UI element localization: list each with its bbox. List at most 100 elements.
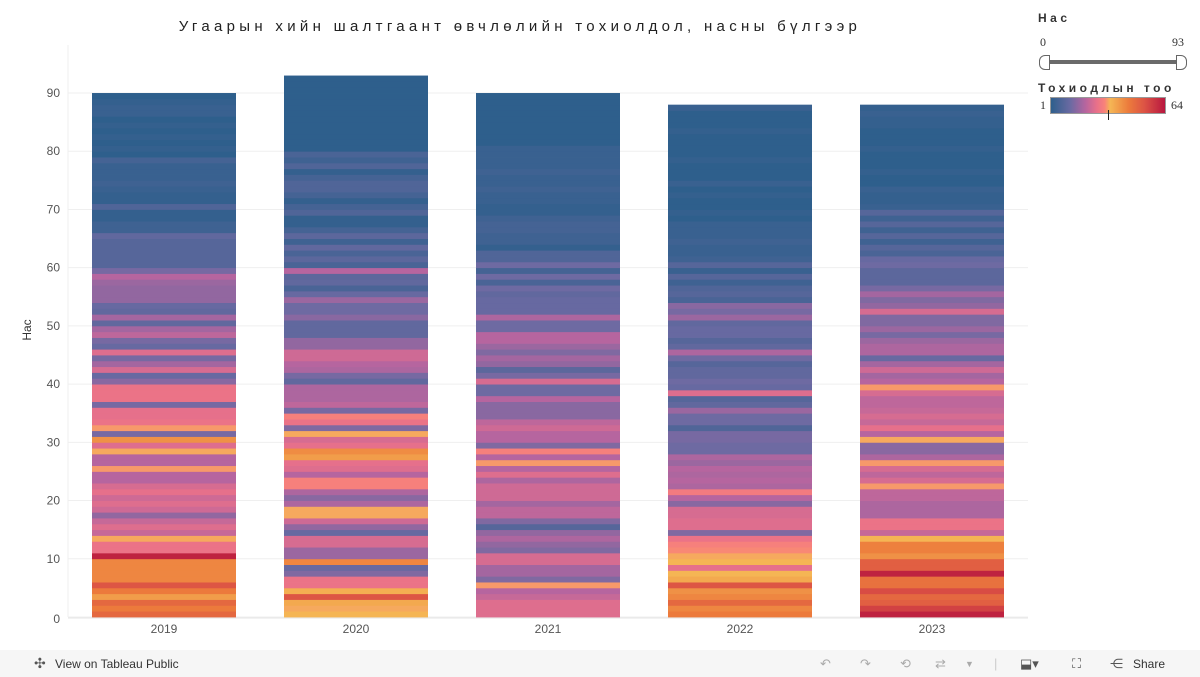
bar-segment-age-50[interactable]: 2023 / 50: 14: [860, 320, 1004, 327]
bar-segment-age-85[interactable]: 2021 / 85: 1: [476, 116, 620, 123]
bar-segment-age-69[interactable]: 2019 / 69: 2: [92, 209, 236, 216]
bar-segment-age-25[interactable]: 2019 / 25: 32: [92, 465, 236, 472]
bar-segment-age-56[interactable]: 2021 / 56: 12: [476, 285, 620, 292]
bar-segment-age-27[interactable]: 2022 / 27: 19: [668, 453, 812, 461]
bar-segment-age-75[interactable]: 2023 / 75: 1: [860, 174, 1004, 181]
bar-segment-age-70[interactable]: 2019 / 70: 7: [92, 203, 236, 210]
bar-segment-age-24[interactable]: 2020 / 24: 20: [284, 471, 428, 478]
bar-segment-age-49[interactable]: 2022 / 49: 11: [668, 325, 812, 333]
bar-segment-age-11[interactable]: 2022 / 11: 31: [668, 547, 812, 554]
bar-segment-age-34[interactable]: 2022 / 34: 12: [668, 413, 812, 420]
bar-segment-age-26[interactable]: 2019 / 26: 20: [92, 459, 236, 467]
bar-segment-age-6[interactable]: 2020 / 6: 27: [284, 576, 428, 583]
bar-segment-age-80[interactable]: 2021 / 80: 3: [476, 145, 620, 152]
bar-segment-age-4[interactable]: 2022 / 4: 40: [668, 587, 812, 595]
revert-icon[interactable]: ⟲: [900, 656, 911, 671]
bar-segment-age-61[interactable]: 2019 / 61: 8: [92, 256, 236, 263]
bar-segment-age-40[interactable]: 2020 / 40: 10: [284, 378, 428, 385]
bar-segment-age-58[interactable]: 2021 / 58: 12: [476, 273, 620, 280]
bar-segment-age-25[interactable]: 2023 / 25: 24: [860, 465, 1004, 472]
bar-segment-age-71[interactable]: 2021 / 71: 3: [476, 197, 620, 205]
bar-segment-age-3[interactable]: 2022 / 3: 42: [668, 593, 812, 600]
bar-segment-age-2[interactable]: 2023 / 2: 50: [860, 599, 1004, 606]
bar-segment-age-64[interactable]: 2022 / 64: 4: [668, 238, 812, 245]
bar-segment-age-73[interactable]: 2020 / 73: 7: [284, 186, 428, 193]
bar-segment-age-39[interactable]: 2023 / 39: 32: [860, 384, 1004, 391]
bar-segment-age-37[interactable]: 2019 / 37: 27: [92, 395, 236, 402]
bar-segment-age-87[interactable]: 2022 / 87: 3: [668, 104, 812, 111]
bar-segment-age-44[interactable]: 2020 / 44: 23: [284, 355, 428, 362]
bar-segment-age-5[interactable]: 2021 / 5: 32: [476, 582, 620, 589]
bar-segment-age-66[interactable]: 2022 / 66: 3: [668, 226, 812, 234]
bar-segment-age-4[interactable]: 2019 / 4: 44: [92, 587, 236, 595]
bar-segment-age-47[interactable]: 2021 / 47: 20: [476, 337, 620, 344]
bar-segment-age-39[interactable]: 2022 / 39: 11: [668, 384, 812, 391]
bar-segment-age-0[interactable]: 2020 / 0: 34: [284, 611, 428, 618]
bar-segment-age-75[interactable]: 2020 / 75: 5: [284, 174, 428, 181]
bar-segment-age-3[interactable]: 2021 / 3: 22: [476, 593, 620, 600]
bar-segment-age-52[interactable]: 2023 / 52: 24: [860, 308, 1004, 315]
bar-segment-age-68[interactable]: 2023 / 68: 4: [860, 215, 1004, 222]
bar-segment-age-31[interactable]: 2023 / 31: 20: [860, 430, 1004, 437]
bar-segment-age-54[interactable]: 2021 / 54: 11: [476, 296, 620, 304]
bar-segment-age-59[interactable]: 2022 / 59: 3: [668, 267, 812, 274]
bar-segment-age-20[interactable]: 2019 / 20: 23: [92, 494, 236, 501]
bar-segment-age-4[interactable]: 2020 / 4: 35: [284, 587, 428, 595]
bar-segment-age-68[interactable]: 2019 / 68: 2: [92, 215, 236, 222]
bar-segment-age-37[interactable]: 2020 / 37: 19: [284, 395, 428, 402]
bar-segment-age-47[interactable]: 2020 / 47: 16: [284, 337, 428, 344]
bar-segment-age-69[interactable]: 2020 / 69: 7: [284, 209, 428, 216]
bar-segment-age-46[interactable]: 2022 / 46: 10: [668, 343, 812, 350]
bar-segment-age-19[interactable]: 2020 / 19: 19: [284, 500, 428, 507]
bar-segment-age-71[interactable]: 2019 / 71: 2: [92, 197, 236, 205]
bar-segment-age-69[interactable]: 2022 / 69: 2: [668, 209, 812, 216]
bar-segment-age-60[interactable]: 2019 / 60: 8: [92, 261, 236, 269]
bar-segment-age-17[interactable]: 2021 / 17: 21: [476, 512, 620, 519]
bar-segment-age-29[interactable]: 2022 / 29: 12: [668, 442, 812, 449]
bar-segment-age-24[interactable]: 2023 / 24: 21: [860, 471, 1004, 478]
bar-segment-age-56[interactable]: 2022 / 56: 7: [668, 285, 812, 292]
bar-segment-age-79[interactable]: 2021 / 79: 3: [476, 151, 620, 158]
bar-segment-age-77[interactable]: 2021 / 77: 3: [476, 162, 620, 170]
bar-segment-age-67[interactable]: 2023 / 67: 8: [860, 221, 1004, 228]
bar-segment-age-41[interactable]: 2019 / 41: 11: [92, 372, 236, 379]
bar-segment-age-87[interactable]: 2019 / 87: 3: [92, 104, 236, 111]
refresh-dropdown-icon[interactable]: ▼: [965, 659, 974, 669]
bar-segment-age-8[interactable]: 2021 / 8: 18: [476, 564, 620, 571]
bar-segment-age-48[interactable]: 2019 / 48: 21: [92, 331, 236, 338]
bar-segment-age-11[interactable]: 2021 / 11: 14: [476, 547, 620, 554]
bar-segment-age-15[interactable]: 2021 / 15: 8: [476, 523, 620, 531]
bar-segment-age-44[interactable]: 2022 / 44: 12: [668, 355, 812, 362]
bar-segment-age-65[interactable]: 2022 / 65: 3: [668, 232, 812, 239]
bar-segment-age-71[interactable]: 2022 / 71: 1: [668, 197, 812, 205]
bar-segment-age-55[interactable]: 2021 / 55: 10: [476, 290, 620, 298]
bar-segment-age-52[interactable]: 2020 / 52: 12: [284, 308, 428, 315]
bar-segment-age-79[interactable]: 2023 / 79: 1: [860, 151, 1004, 158]
bar-segment-age-15[interactable]: 2023 / 15: 27: [860, 523, 1004, 531]
bar-segment-age-82[interactable]: 2020 / 82: 1: [284, 133, 428, 140]
bar-segment-age-42[interactable]: 2021 / 42: 9: [476, 366, 620, 373]
bar-segment-age-8[interactable]: 2019 / 8: 42: [92, 564, 236, 571]
bar-segment-age-30[interactable]: 2023 / 30: 33: [860, 436, 1004, 443]
bar-segment-age-76[interactable]: 2023 / 76: 2: [860, 168, 1004, 175]
bar-segment-age-45[interactable]: 2019 / 45: 25: [92, 349, 236, 356]
bar-segment-age-86[interactable]: 2021 / 86: 1: [476, 110, 620, 117]
bar-segment-age-56[interactable]: 2020 / 56: 6: [284, 285, 428, 292]
bar-segment-age-11[interactable]: 2019 / 11: 27: [92, 547, 236, 554]
bar-segment-age-72[interactable]: 2021 / 72: 3: [476, 191, 620, 199]
bar-segment-age-62[interactable]: 2023 / 62: 6: [860, 250, 1004, 257]
bar-segment-age-59[interactable]: 2019 / 59: 13: [92, 267, 236, 274]
bar-segment-age-62[interactable]: 2019 / 62: 8: [92, 250, 236, 257]
bar-segment-age-30[interactable]: 2019 / 30: 40: [92, 436, 236, 443]
bar-segment-age-85[interactable]: 2019 / 85: 1: [92, 116, 236, 123]
bar-segment-age-89[interactable]: 2019 / 89: 1: [92, 93, 236, 100]
bar-segment-age-36[interactable]: 2023 / 36: 21: [860, 401, 1004, 408]
bar-segment-age-16[interactable]: 2019 / 16: 22: [92, 518, 236, 525]
bar-segment-age-59[interactable]: 2020 / 59: 20: [284, 267, 428, 274]
bar-segment-age-81[interactable]: 2023 / 81: 1: [860, 139, 1004, 146]
bar-segment-age-76[interactable]: 2021 / 76: 4: [476, 168, 620, 175]
bar-segment-age-6[interactable]: 2022 / 6: 36: [668, 576, 812, 583]
bar-segment-age-53[interactable]: 2020 / 53: 12: [284, 302, 428, 309]
bar-segment-age-14[interactable]: 2020 / 14: 11: [284, 529, 428, 536]
bar-segment-age-76[interactable]: 2019 / 76: 3: [92, 168, 236, 175]
